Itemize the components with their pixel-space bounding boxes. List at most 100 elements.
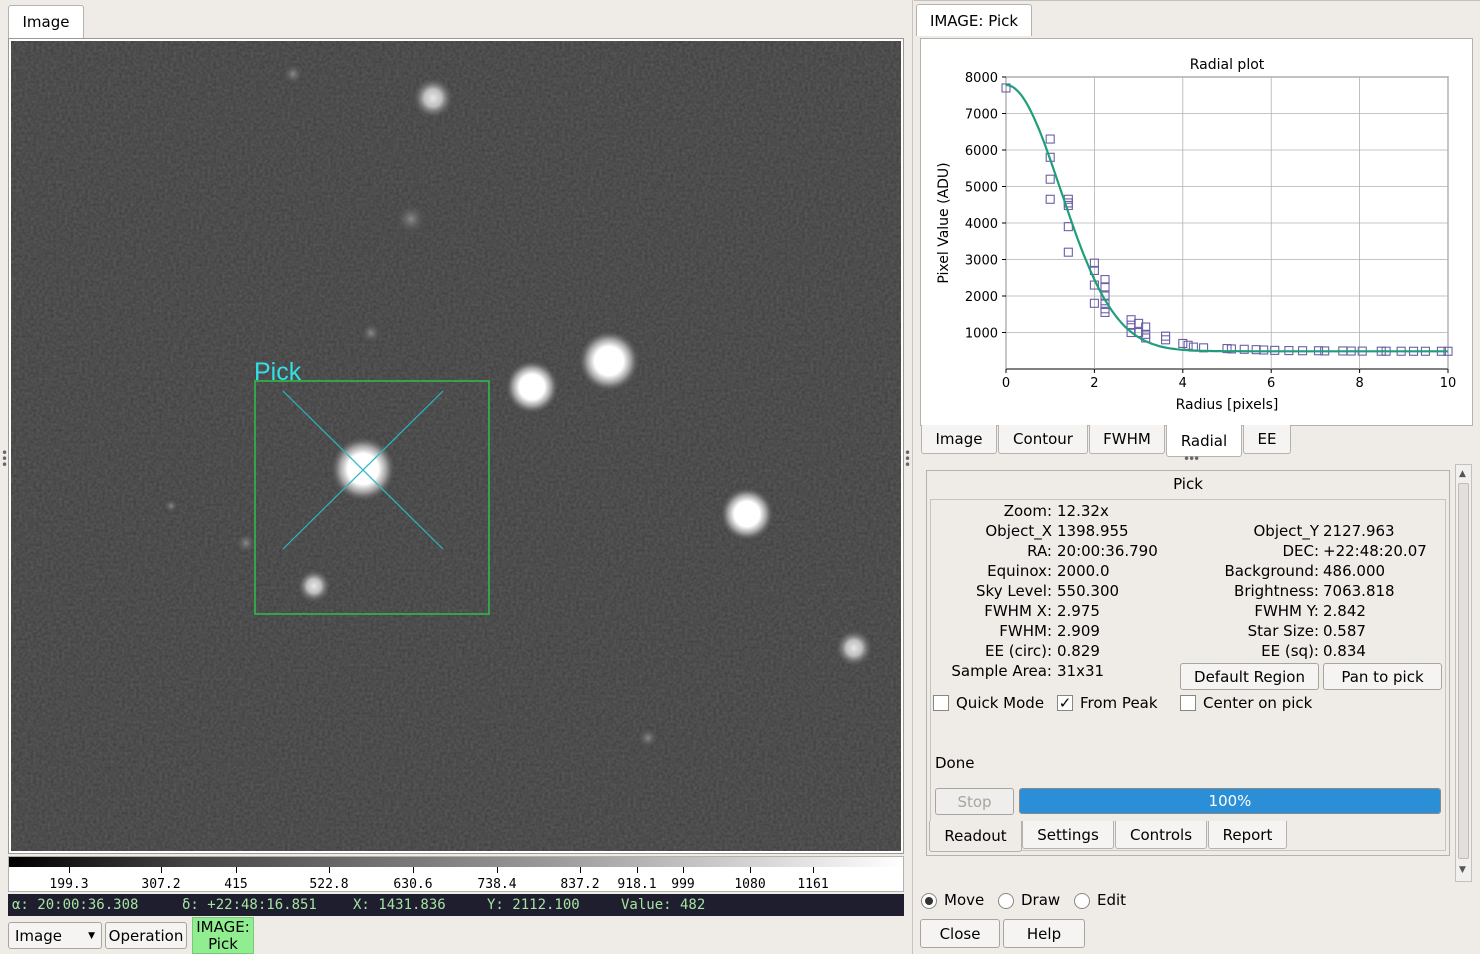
subtab-label: Image [935, 430, 983, 448]
pick-tab-label: Report [1222, 825, 1273, 844]
readout-value: 2127.963 [1323, 522, 1395, 540]
star [719, 486, 775, 542]
colorbar-tick [637, 867, 638, 873]
plugin-badge-line1: IMAGE: [196, 917, 250, 936]
tab-image[interactable]: Image [8, 5, 84, 38]
star [504, 359, 560, 415]
star [411, 76, 455, 120]
colorbar-label: 918.1 [617, 877, 657, 892]
readout-label: Sample Area: [951, 662, 1052, 680]
colorbar-label: 199.3 [49, 877, 89, 892]
readout-label: FWHM X: [984, 602, 1052, 620]
colorbar[interactable]: 199.3 307.2 415 522.8 630.6 738.4 837.2 918.1 99… [8, 856, 904, 892]
operation-button[interactable]: Operation [105, 922, 187, 949]
star [359, 321, 383, 345]
star [163, 498, 179, 514]
star-field[interactable]: Pick [11, 41, 901, 851]
data-point [1226, 344, 1236, 354]
readout-value: 486.000 [1323, 562, 1386, 580]
pan-to-pick-button[interactable]: Pan to pick [1323, 663, 1442, 690]
scroll-down-icon[interactable]: ▼ [1459, 865, 1466, 875]
fit-curve [1005, 83, 1448, 353]
subtab-image[interactable]: Image [921, 425, 997, 454]
default-region-button[interactable]: Default Region [1180, 663, 1319, 690]
pick-tab-controls[interactable]: Controls [1115, 821, 1207, 849]
colorbar-tick [683, 867, 684, 873]
subtab-ee[interactable]: EE [1243, 425, 1291, 454]
splitter-handle-right[interactable]: ••• [1183, 452, 1200, 466]
move-label: Move [944, 891, 985, 909]
top-strip [914, 0, 1480, 3]
data-point [1161, 335, 1171, 345]
readout-label: Brightness: [1234, 582, 1319, 600]
colorbar-tick [497, 867, 498, 873]
vertical-scrollbar[interactable]: ▲ ▼ [1455, 464, 1472, 882]
readout-label: Equinox: [987, 562, 1052, 580]
from-peak-checkbox[interactable]: ✓ [1057, 695, 1073, 711]
draw-label: Draw [1021, 891, 1061, 909]
colorbar-tick [580, 867, 581, 873]
data-point [1178, 338, 1188, 349]
data-point [1259, 345, 1269, 355]
x-tick-label: 8 [1355, 376, 1363, 391]
data-point [1239, 344, 1249, 354]
readout-label: Object_Y [1253, 522, 1319, 540]
scroll-up-icon[interactable]: ▲ [1459, 469, 1466, 479]
subtab-fwhm[interactable]: FWHM [1089, 425, 1165, 454]
edit-radio[interactable] [1074, 893, 1090, 909]
y-tick-label: 6000 [965, 144, 998, 159]
radial-plot-chart: 0 2 4 6 8 10 1000 2000 3000 4000 5000 6000 7000 8000 R… [936, 57, 1456, 413]
pick-tab-readout[interactable]: Readout [929, 821, 1022, 852]
center-on-pick-checkbox[interactable] [1180, 695, 1196, 711]
star [577, 329, 641, 393]
star [234, 531, 258, 555]
readout-value: 2.975 [1057, 602, 1100, 620]
close-button[interactable]: Close [920, 919, 1000, 948]
colorbar-label: 415 [224, 877, 248, 892]
colorbar-gradient [9, 857, 903, 867]
help-button[interactable]: Help [1003, 919, 1085, 948]
colorbar-label: 999 [671, 877, 695, 892]
colorbar-tick [329, 867, 330, 873]
subtab-label: Contour [1013, 430, 1073, 448]
colorbar-label: 1080 [734, 877, 766, 892]
draw-radio[interactable] [998, 893, 1014, 909]
splitter-handle-center[interactable]: • • • [904, 446, 911, 472]
readout-label: Background: [1224, 562, 1319, 580]
image-viewer[interactable]: Pick [11, 41, 901, 851]
center-on-pick-label: Center on pick [1203, 694, 1313, 712]
splitter-handle-left[interactable]: • • • [1, 446, 8, 472]
pick-header-label: Pick [1173, 475, 1203, 493]
pick-overlay-label: Pick [254, 358, 302, 386]
pick-readout-area [930, 499, 1446, 851]
chart-title: Radial plot [1190, 57, 1265, 73]
tab-image-pick[interactable]: IMAGE: Pick [916, 4, 1032, 36]
pick-tab-settings[interactable]: Settings [1022, 821, 1114, 849]
stop-button[interactable]: Stop [935, 788, 1014, 815]
pick-region-box[interactable] [254, 380, 490, 615]
channel-select-value: Image [15, 926, 62, 945]
readout-value: +22:48:20.07 [1323, 542, 1427, 560]
plugin-badge-pick[interactable]: IMAGE: Pick [192, 917, 254, 954]
data-point [1100, 275, 1110, 285]
quick-mode-checkbox[interactable] [933, 695, 949, 711]
subtab-radial[interactable]: Radial [1166, 425, 1242, 457]
chevron-down-icon: ▼ [88, 930, 95, 941]
radial-plot-panel: 0 2 4 6 8 10 1000 2000 3000 4000 5000 6000 7000 8000 R… [920, 38, 1473, 426]
pick-tab-report[interactable]: Report [1208, 821, 1287, 849]
move-radio[interactable] [921, 893, 937, 909]
scrollbar-thumb[interactable] [1458, 483, 1469, 859]
tab-image-label: Image [22, 13, 70, 31]
readout-value: 20:00:36.790 [1057, 542, 1158, 560]
data-point [1089, 298, 1099, 308]
status-dec: δ: +22:48:16.851 [182, 897, 317, 913]
channel-select[interactable]: Image ▼ [8, 922, 102, 949]
colorbar-tick [813, 867, 814, 873]
checkmark-icon: ✓ [1058, 694, 1072, 712]
default-region-label: Default Region [1194, 667, 1305, 686]
readout-label: FWHM Y: [1254, 602, 1319, 620]
subtab-contour[interactable]: Contour [998, 425, 1088, 454]
readout-value: 1398.955 [1057, 522, 1129, 540]
data-point [1089, 258, 1099, 268]
help-button-label: Help [1026, 924, 1062, 943]
